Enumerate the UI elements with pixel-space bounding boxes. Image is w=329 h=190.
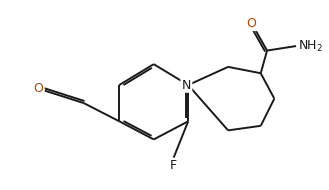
Text: O: O	[34, 82, 43, 95]
Text: F: F	[170, 159, 177, 172]
Text: NH$_2$: NH$_2$	[298, 39, 323, 54]
Text: N: N	[182, 78, 191, 92]
Text: O: O	[247, 17, 257, 30]
